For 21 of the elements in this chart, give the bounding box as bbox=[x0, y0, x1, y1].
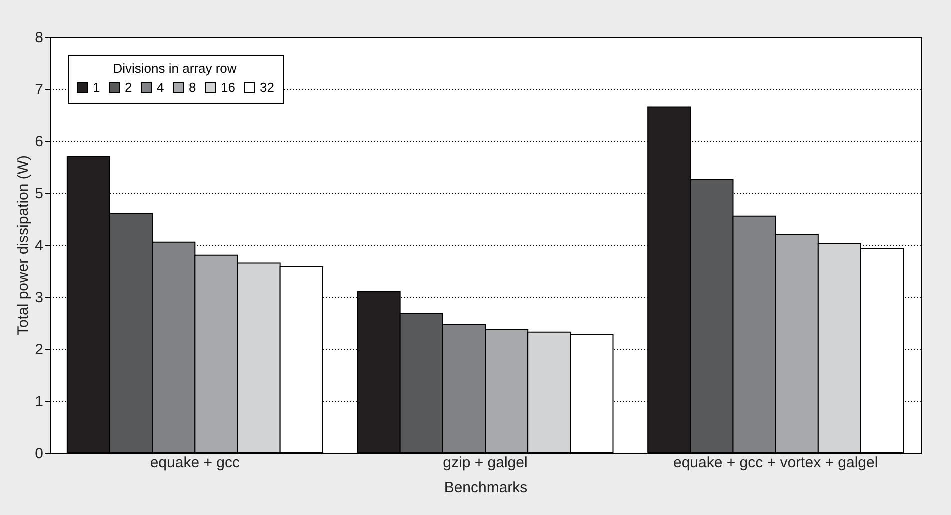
x-tick-label: gzip + galgel bbox=[443, 454, 528, 472]
y-tick-label: 4 bbox=[35, 238, 44, 254]
x-tick-label: equake + gcc bbox=[150, 454, 240, 472]
y-tick-label: 5 bbox=[35, 186, 44, 202]
y-tick-label: 2 bbox=[35, 342, 44, 358]
legend-title: Divisions in array row bbox=[113, 61, 238, 76]
y-tick-label: 3 bbox=[35, 290, 44, 306]
legend-label: 32 bbox=[260, 80, 274, 95]
y-tick-label: 8 bbox=[35, 30, 44, 46]
legend-label: 8 bbox=[189, 80, 196, 95]
legend-label: 4 bbox=[157, 80, 164, 95]
y-tick-label: 1 bbox=[35, 394, 44, 410]
legend-label: 2 bbox=[125, 80, 132, 95]
y-tick-label: 0 bbox=[35, 446, 44, 462]
legend-label: 1 bbox=[93, 80, 100, 95]
y-tick-label: 7 bbox=[35, 82, 44, 98]
legend-label: 16 bbox=[221, 80, 236, 95]
x-axis-title: Benchmarks bbox=[444, 480, 528, 496]
y-axis-title: Total power dissipation (W) bbox=[15, 155, 32, 336]
x-tick-label: equake + gcc + vortex + galgel bbox=[673, 454, 878, 472]
y-tick-label: 6 bbox=[35, 134, 44, 150]
